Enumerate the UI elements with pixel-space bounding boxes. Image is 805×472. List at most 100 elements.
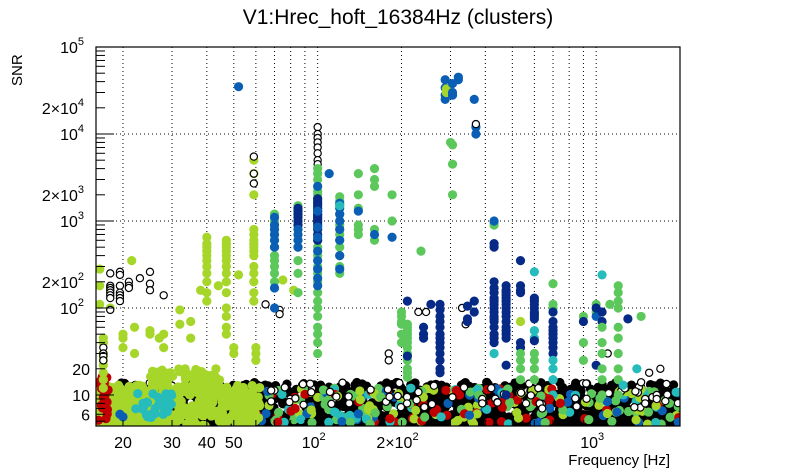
x-tick-label: 20 xyxy=(114,435,132,452)
scatter-marker xyxy=(98,368,108,378)
cluster-marker xyxy=(440,75,450,85)
noise-floor-marker xyxy=(661,396,670,406)
cluster-marker xyxy=(597,375,607,385)
cluster-marker xyxy=(613,296,623,306)
low-freq-blob-marker xyxy=(133,389,143,399)
cluster-marker xyxy=(269,268,280,278)
scatter-marker xyxy=(129,322,140,332)
cluster-marker xyxy=(202,277,212,287)
noise-floor-marker xyxy=(397,417,407,426)
noise-floor-marker xyxy=(411,405,421,415)
low-freq-blob-marker xyxy=(101,414,111,424)
cluster-marker xyxy=(597,364,607,374)
cluster-marker xyxy=(387,190,397,200)
low-freq-blob-marker xyxy=(166,389,176,399)
scatter-marker xyxy=(118,333,128,343)
cluster-marker xyxy=(445,137,456,148)
low-freq-blob-marker xyxy=(211,364,221,374)
y-tick-label: 103 xyxy=(60,210,84,231)
noise-floor-marker xyxy=(673,398,680,408)
cluster-marker xyxy=(313,206,323,216)
blue-marker xyxy=(118,412,128,422)
noise-floor-marker xyxy=(563,397,573,407)
cluster-marker xyxy=(335,209,345,219)
cluster-marker xyxy=(249,268,259,278)
noise-floor-marker xyxy=(472,409,482,419)
open-marker xyxy=(145,286,155,295)
noise-floor-marker xyxy=(427,399,437,409)
noise-floor-marker xyxy=(420,412,430,422)
scatter-marker xyxy=(278,275,288,285)
open-marker xyxy=(106,305,115,315)
cluster-marker xyxy=(489,348,499,359)
noise-floor-marker xyxy=(406,383,416,393)
scatter-marker xyxy=(129,348,140,359)
noise-floor-marker xyxy=(631,415,641,425)
low-freq-blob-marker xyxy=(180,364,190,374)
cluster-marker xyxy=(548,375,558,385)
noise-floor-marker xyxy=(307,388,316,397)
cluster-marker xyxy=(313,322,323,332)
cluster-marker xyxy=(353,190,363,200)
scatter-marker xyxy=(145,329,155,339)
low-freq-blob-marker xyxy=(165,368,175,378)
cluster-marker xyxy=(548,307,558,317)
cluster-marker xyxy=(469,94,479,104)
noise-floor-marker xyxy=(353,409,364,419)
noise-floor-marker xyxy=(324,417,334,426)
cluster-marker xyxy=(489,338,499,348)
cluster-marker xyxy=(548,355,558,365)
y-tick-label: 102 xyxy=(60,297,84,318)
noise-floor-marker xyxy=(325,387,335,397)
open-marker xyxy=(275,309,284,319)
cluster-marker xyxy=(369,181,380,191)
low-freq-blob-marker xyxy=(153,392,163,402)
y-tick-label: 6 xyxy=(81,407,90,424)
cluster-marker xyxy=(578,316,589,327)
x-tick-label: 2×102 xyxy=(376,431,418,452)
cluster-marker xyxy=(313,256,323,266)
scatter-marker xyxy=(186,333,196,343)
cluster-marker xyxy=(447,159,458,169)
noise-floor-marker xyxy=(631,387,640,396)
noise-floor-marker xyxy=(465,387,475,397)
open-marker xyxy=(641,399,650,408)
open-marker xyxy=(159,291,168,300)
noise-floor-marker xyxy=(306,405,316,415)
noise-floor-marker xyxy=(593,382,603,393)
noise-floor-marker xyxy=(540,418,550,426)
noise-floor-marker xyxy=(337,417,347,426)
low-freq-blob-marker xyxy=(197,400,207,411)
noise-floor-marker xyxy=(451,385,461,396)
low-freq-blob-marker xyxy=(254,401,265,411)
noise-floor-marker xyxy=(355,386,365,396)
noise-floor-marker xyxy=(395,408,405,419)
scatter-marker xyxy=(98,375,108,385)
cluster-marker xyxy=(618,380,628,390)
cluster-marker xyxy=(489,216,499,226)
cluster-marker xyxy=(435,368,445,378)
open-marker xyxy=(487,383,496,393)
cluster-marker xyxy=(313,222,323,232)
y-tick-label: 2×102 xyxy=(42,271,84,292)
cluster-marker xyxy=(529,325,539,336)
low-freq-blob-marker xyxy=(118,392,128,402)
noise-floor-marker xyxy=(581,379,591,388)
cluster-marker xyxy=(335,235,345,245)
scatter-marker xyxy=(229,348,239,359)
cluster-marker xyxy=(515,364,526,374)
cluster-marker xyxy=(249,277,259,287)
y-tick-label: 20 xyxy=(72,362,90,379)
noise-floor-marker xyxy=(436,412,446,422)
cluster-marker xyxy=(324,169,334,179)
cluster-marker xyxy=(402,351,412,361)
low-freq-blob-marker xyxy=(218,420,228,426)
open-marker xyxy=(124,283,134,293)
cluster-marker xyxy=(293,288,303,298)
cluster-marker xyxy=(418,322,429,332)
noise-floor-marker xyxy=(584,414,594,425)
noise-floor-marker xyxy=(377,415,387,425)
noise-floor-marker xyxy=(345,417,355,426)
low-freq-blob-marker xyxy=(205,380,215,391)
noise-floor-marker xyxy=(266,397,276,406)
